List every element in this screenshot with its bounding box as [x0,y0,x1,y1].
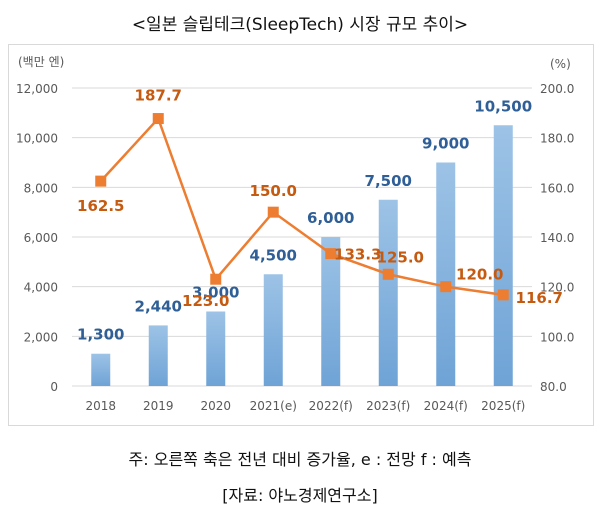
right-tick-label: 180.0 [540,132,574,146]
left-tick-label: 0 [50,380,58,394]
line-value-label: 123.0 [182,292,229,310]
right-tick-label: 120.0 [540,281,574,295]
bar [206,311,226,386]
right-tick-label: 140.0 [540,231,574,245]
right-tick-label: 80.0 [540,380,567,394]
left-tick-label: 10,000 [16,132,58,146]
bar [321,237,341,386]
bar-value-label: 6,000 [307,209,354,227]
data-labels: 1,300 2,440 3,000 4,500 6,000 7,500 9,000 10,50… [77,87,563,344]
line-value-label: 125.0 [377,248,424,266]
bar-value-label: 1,300 [77,326,124,344]
line-marker [497,289,509,301]
bar [263,274,283,386]
x-tick-label: 2021(e) [250,399,297,413]
line-value-label: 120.0 [456,266,503,284]
right-tick-label: 100.0 [540,330,574,344]
bar-value-label: 7,500 [365,172,412,190]
x-tick-label: 2019 [143,399,174,413]
right-axis-title: (%) [550,57,571,71]
left-tick-label: 2,000 [24,330,58,344]
line-value-label: 150.0 [250,182,297,200]
line-marker [210,273,222,285]
gridlines [72,87,532,387]
line-value-label: 116.7 [516,289,563,307]
left-tick-label: 6,000 [24,231,58,245]
bar [493,125,513,386]
line-marker [267,206,279,218]
growth-rate-line [99,116,504,297]
bar-series [91,125,513,386]
line-marker [95,175,107,187]
bar-value-label: 2,440 [135,297,182,315]
left-tick-label: 12,000 [16,82,58,96]
line-marker [440,281,452,293]
bar [378,199,398,386]
axes: 0 80.0 2,000 100.0 4,000 120.0 6,000 140.0 8,000… [16,55,574,413]
chart-title: <일본 슬립테크(SleepTech) 시장 규모 추이> [131,15,469,35]
bar [436,162,456,386]
footnote: 주: 오른쪽 축은 전년 대비 증가율, e : 전망 f : 예측 [128,450,472,469]
source-note: [자료: 야노경제연구소] [222,486,378,505]
bar [148,325,168,386]
line-marker [152,113,164,125]
left-axis-title: (백만 엔) [18,55,64,69]
left-tick-label: 4,000 [24,281,58,295]
bar-value-label: 9,000 [422,135,469,153]
bar [91,353,111,386]
x-tick-label: 2023(f) [366,399,410,413]
line-value-label: 133.3 [334,246,381,264]
x-tick-label: 2022(f) [309,399,353,413]
line-marker [325,248,337,260]
left-tick-label: 8,000 [24,181,58,195]
line-value-label: 162.5 [77,197,124,215]
right-tick-label: 160.0 [540,181,574,195]
bar-value-label: 4,500 [250,246,297,264]
x-tick-label: 2024(f) [424,399,468,413]
line-value-label: 187.7 [135,87,182,105]
x-tick-label: 2018 [85,399,116,413]
line-series [95,113,509,301]
x-tick-label: 2025(f) [481,399,525,413]
bar-value-label: 10,500 [474,97,532,115]
bar-value-label: 3,000 [192,284,239,302]
right-tick-label: 200.0 [540,82,574,96]
x-tick-label: 2020 [200,399,231,413]
line-marker [382,268,394,280]
